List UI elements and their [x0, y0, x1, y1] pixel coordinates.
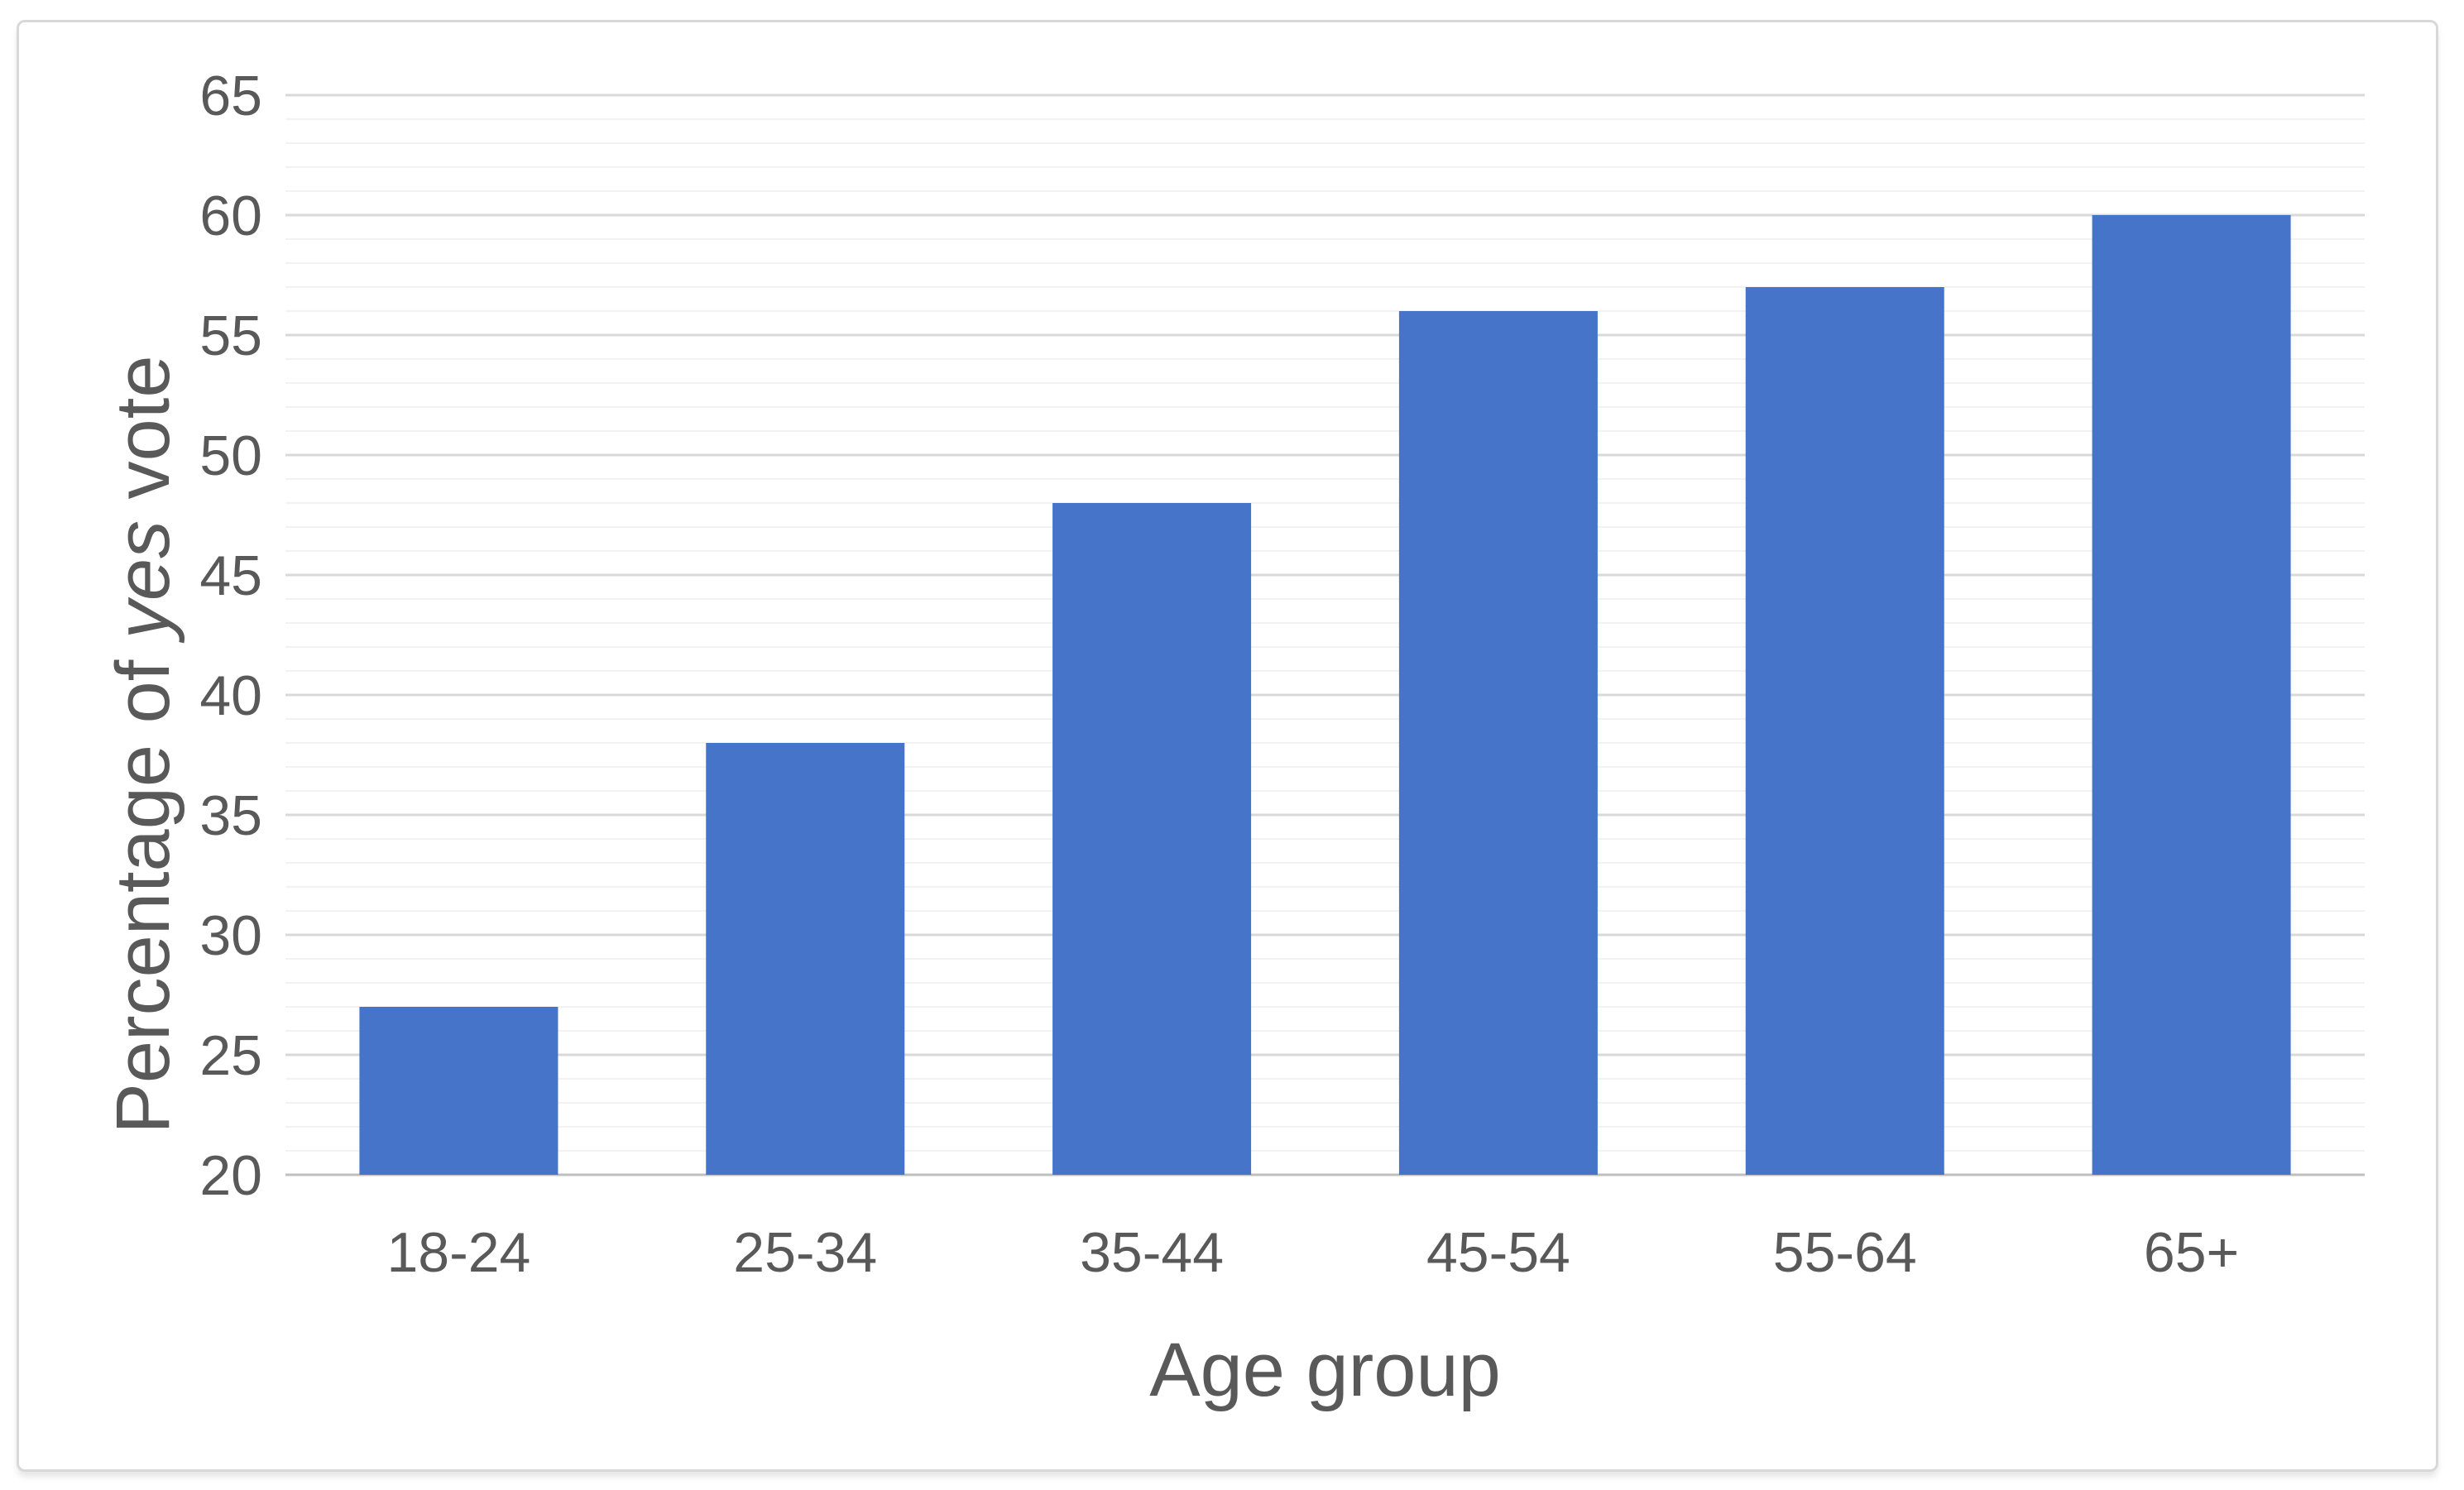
x-tick-label: 45-54 — [1426, 1221, 1570, 1284]
x-tick-label: 18-24 — [386, 1221, 530, 1284]
x-tick-label: 55-64 — [1773, 1221, 1917, 1284]
x-axis-title: Age group — [1149, 1328, 1501, 1412]
y-tick-label: 50 — [199, 424, 262, 487]
bar-25-34 — [706, 743, 905, 1175]
y-tick-label: 40 — [199, 664, 262, 727]
y-tick-label: 60 — [199, 184, 262, 247]
x-tick-label: 65+ — [2144, 1221, 2239, 1284]
y-tick-label: 55 — [199, 304, 262, 367]
minor-gridlines — [285, 118, 2365, 1152]
y-axis-title-italic-segment: yes — [101, 520, 185, 644]
major-gridlines — [285, 93, 2365, 1176]
axis-labels: 20 25 30 35 40 45 50 55 60 65 18-24 25-34 35-44 45-54… — [101, 65, 2239, 1412]
bar-45-54 — [1398, 311, 1598, 1175]
y-tick-label: 65 — [199, 65, 262, 127]
bar-65+ — [2092, 215, 2291, 1175]
x-tick-label: 35-44 — [1080, 1221, 1224, 1284]
y-tick-label: 35 — [199, 784, 262, 847]
bar-55-64 — [1745, 287, 1944, 1175]
x-tick-label: 25-34 — [733, 1221, 877, 1284]
y-tick-label: 20 — [199, 1144, 262, 1207]
y-tick-label: 25 — [199, 1024, 262, 1087]
y-tick-label: 45 — [199, 544, 262, 607]
y-tick-label: 30 — [199, 904, 262, 967]
y-axis-title-segment: vote — [101, 355, 185, 520]
y-axis-title: Percentage of yes vote — [101, 355, 185, 1133]
bars — [359, 215, 2291, 1175]
bar-18-24 — [359, 1007, 558, 1175]
bar-35-44 — [1052, 503, 1252, 1175]
y-axis-title-segment: Percentage of — [101, 639, 185, 1133]
